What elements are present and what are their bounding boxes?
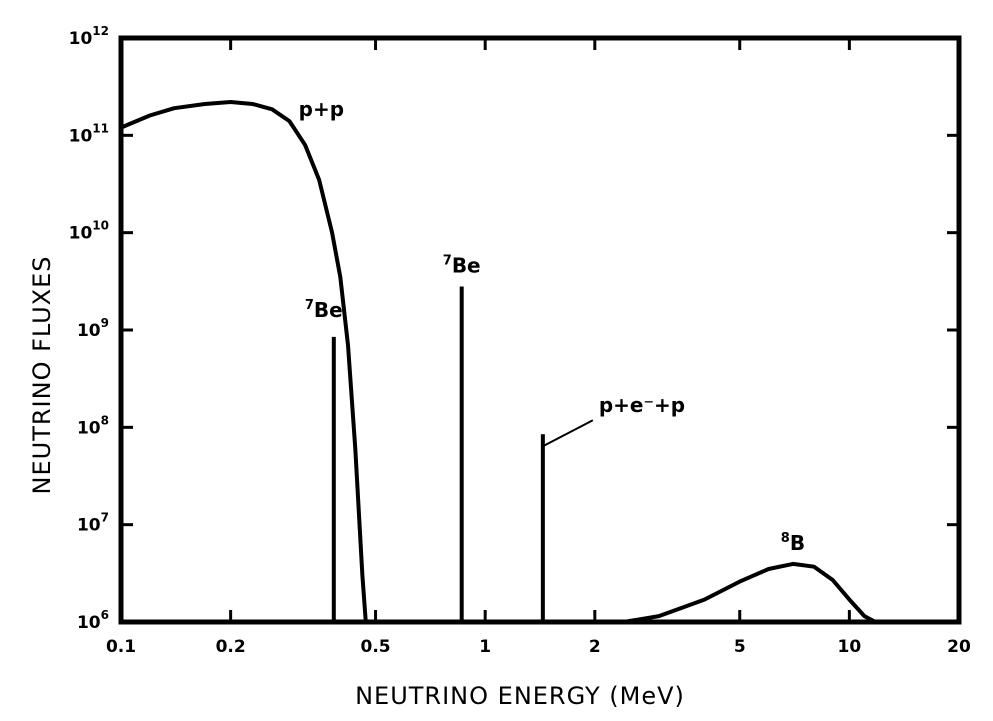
x-tick-label: 10: [838, 637, 862, 657]
y-axis-ticks: 106 107 108 109 1010 1011 1012: [69, 24, 959, 633]
y-tick-label: 107: [77, 511, 109, 536]
y-tick-label: 1010: [69, 219, 109, 244]
x-tick-label: 0.1: [106, 637, 136, 657]
series-layer: p+p 7Be 7Be p+e⁻+p 8B: [120, 97, 877, 624]
series-curve: [120, 100, 368, 623]
y-tick-label: 1011: [69, 121, 109, 146]
series-label: 7Be: [305, 298, 343, 322]
series-label: 8B: [781, 531, 805, 555]
series-label: p+e⁻+p: [599, 393, 685, 417]
x-tick-label: 5: [734, 637, 746, 657]
x-tick-label: 20: [947, 637, 971, 657]
series-label: 7Be: [443, 253, 481, 277]
label-leader-line: [542, 419, 594, 448]
x-axis-label: NEUTRINO ENERGY (MeV): [355, 682, 685, 710]
x-tick-label: 0.2: [216, 637, 246, 657]
series-label: p+p: [299, 97, 344, 121]
series-curve: [623, 561, 877, 624]
plot-frame: [118, 35, 962, 625]
x-tick-label: 0.5: [360, 637, 390, 657]
y-tick-label: 108: [77, 413, 109, 438]
y-tick-label: 1012: [69, 24, 109, 49]
y-axis-label: NEUTRINO FLUXES: [28, 256, 56, 495]
x-tick-label: 1: [479, 637, 491, 657]
y-tick-label: 109: [77, 316, 109, 341]
y-tick-label: 106: [77, 608, 109, 633]
x-tick-label: 2: [589, 637, 601, 657]
x-axis-ticks: 0.1 0.2 0.5 1 2 5 10 20: [106, 38, 971, 657]
